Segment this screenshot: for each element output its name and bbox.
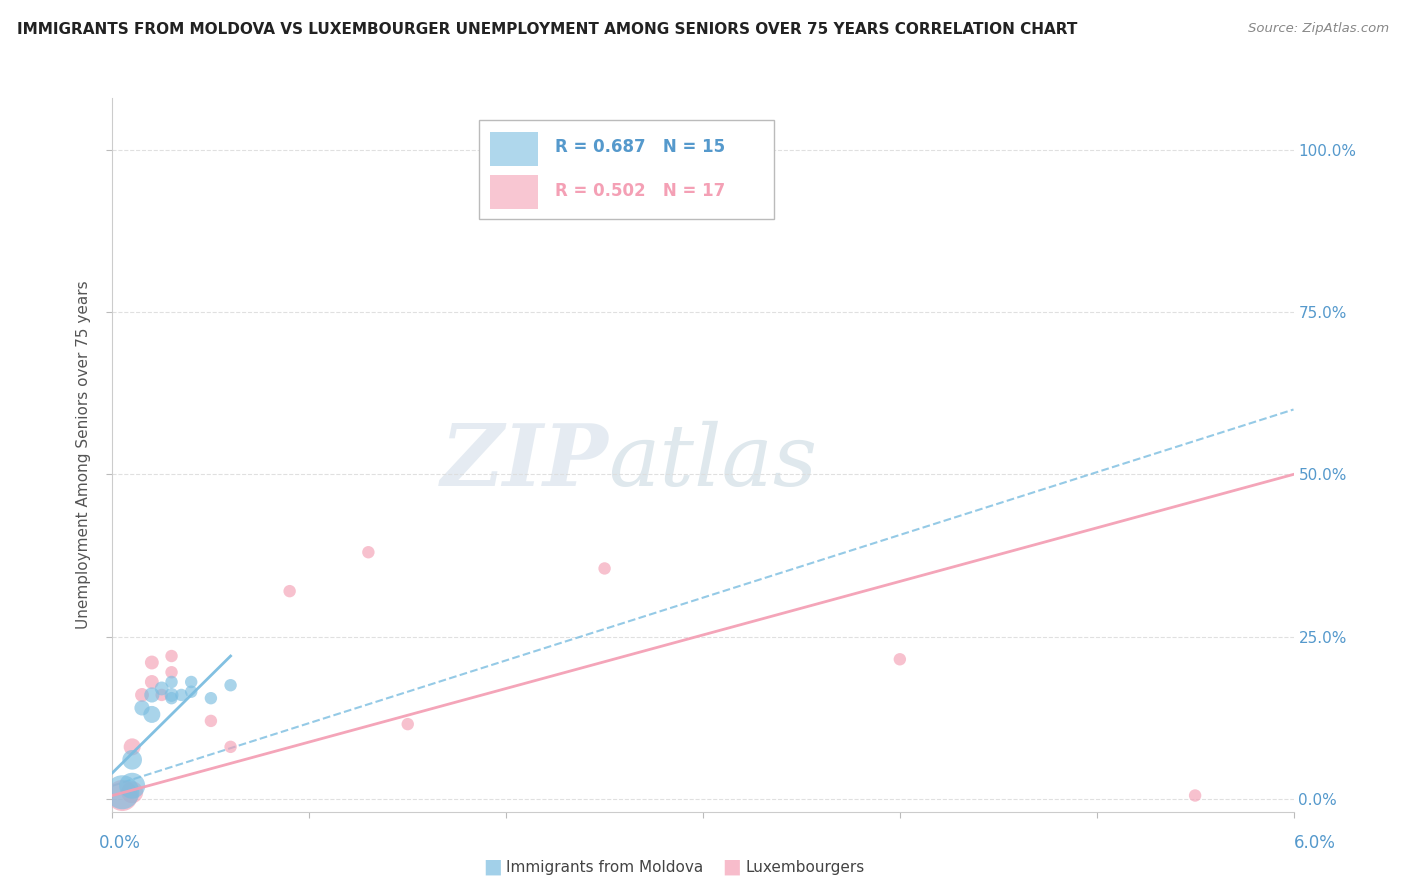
Point (150, 681, 173, 696)
Point (160, 675, 183, 690)
Point (131, 688, 153, 702)
Point (160, 688, 183, 702)
Point (150, 688, 173, 702)
Text: 6.0%: 6.0% (1294, 834, 1336, 852)
Point (170, 688, 193, 702)
Text: IMMIGRANTS FROM MOLDOVA VS LUXEMBOURGER UNEMPLOYMENT AMONG SENIORS OVER 75 YEARS: IMMIGRANTS FROM MOLDOVA VS LUXEMBOURGER … (17, 22, 1077, 37)
Point (160, 648, 183, 663)
Point (141, 707, 163, 722)
Point (121, 779, 143, 793)
Text: ▪: ▪ (482, 853, 503, 881)
Text: R = 0.687   N = 15: R = 0.687 N = 15 (555, 137, 725, 155)
Text: ▪: ▪ (721, 853, 742, 881)
Point (111, 785, 134, 799)
Point (219, 678, 242, 692)
Text: Luxembourgers: Luxembourgers (745, 860, 865, 874)
Point (141, 656, 163, 670)
Point (131, 701, 153, 715)
Point (141, 688, 163, 702)
Point (160, 691, 183, 706)
Text: 0.0%: 0.0% (98, 834, 141, 852)
Point (160, 665, 183, 680)
Point (121, 739, 143, 754)
Point (180, 675, 202, 690)
Text: ZIP: ZIP (440, 420, 609, 504)
Point (180, 684, 202, 698)
Text: R = 0.502   N = 17: R = 0.502 N = 17 (555, 182, 725, 200)
Point (1184, 789, 1206, 803)
Point (121, 753, 143, 767)
FancyBboxPatch shape (491, 175, 537, 210)
Text: Source: ZipAtlas.com: Source: ZipAtlas.com (1249, 22, 1389, 36)
Point (200, 691, 222, 706)
FancyBboxPatch shape (478, 120, 773, 219)
FancyBboxPatch shape (491, 132, 537, 166)
Point (141, 675, 163, 690)
Point (200, 714, 222, 728)
Point (121, 785, 143, 799)
Text: atlas: atlas (609, 421, 818, 503)
Point (593, 561, 616, 575)
Point (278, 584, 301, 599)
Text: Immigrants from Moldova: Immigrants from Moldova (506, 860, 703, 874)
Point (889, 652, 911, 666)
Point (396, 717, 419, 731)
Y-axis label: Unemployment Among Seniors over 75 years: Unemployment Among Seniors over 75 years (76, 281, 91, 629)
Point (357, 545, 380, 559)
Point (111, 789, 134, 803)
Point (219, 739, 242, 754)
